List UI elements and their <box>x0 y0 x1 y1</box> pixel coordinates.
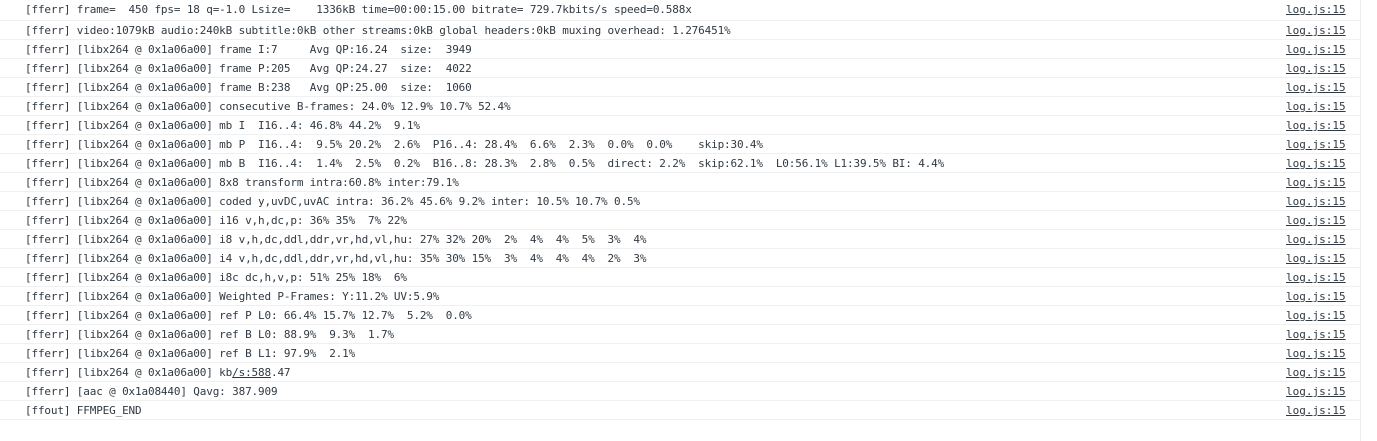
source-link[interactable]: log.js:15 <box>1286 347 1346 360</box>
log-message: [fferr] frame= 450 fps= 18 q=-1.0 Lsize=… <box>25 3 692 16</box>
source-link[interactable]: log.js:15 <box>1286 366 1346 379</box>
source-link[interactable]: log.js:15 <box>1286 404 1346 417</box>
source-link[interactable]: log.js:15 <box>1286 24 1346 37</box>
source-link[interactable]: log.js:15 <box>1286 62 1346 75</box>
log-message-text: .47 <box>270 366 291 379</box>
log-message: [fferr] [libx264 @ 0x1a06a00] i16 v,h,dc… <box>25 214 407 227</box>
console-row: [fferr] [libx264 @ 0x1a06a00] ref B L0: … <box>0 325 1360 344</box>
log-message: [fferr] [libx264 @ 0x1a06a00] i4 v,h,dc,… <box>25 252 647 265</box>
source-link[interactable]: log.js:15 <box>1286 290 1346 303</box>
inline-source-link[interactable]: /s:588 <box>232 366 271 379</box>
console-row: [fferr] [aac @ 0x1a08440] Qavg: 387.909 … <box>0 382 1360 401</box>
console-row: [ffout] FFMPEG_END log.js:15 <box>0 401 1360 420</box>
console-row: [fferr] [libx264 @ 0x1a06a00] frame I:7 … <box>0 40 1360 59</box>
source-link[interactable]: log.js:15 <box>1286 138 1346 151</box>
source-link[interactable]: log.js:15 <box>1286 214 1346 227</box>
source-link[interactable]: log.js:15 <box>1286 3 1346 16</box>
log-message: [fferr] [libx264 @ 0x1a06a00] frame P:20… <box>25 62 472 75</box>
console-row: [fferr] frame= 450 fps= 18 q=-1.0 Lsize=… <box>0 0 1360 21</box>
source-link[interactable]: log.js:15 <box>1286 100 1346 113</box>
source-link[interactable]: log.js:15 <box>1286 309 1346 322</box>
source-link[interactable]: log.js:15 <box>1286 385 1346 398</box>
log-message: [fferr] [libx264 @ 0x1a06a00] Weighted P… <box>25 290 440 303</box>
source-link[interactable]: log.js:15 <box>1286 157 1346 170</box>
source-link[interactable]: log.js:15 <box>1286 119 1346 132</box>
log-message: [fferr] [libx264 @ 0x1a06a00] ref P L0: … <box>25 309 472 322</box>
log-message: [fferr] [libx264 @ 0x1a06a00] i8 v,h,dc,… <box>25 233 647 246</box>
console-row: [fferr] [libx264 @ 0x1a06a00] coded y,uv… <box>0 192 1360 211</box>
source-link[interactable]: log.js:15 <box>1286 252 1346 265</box>
source-link[interactable]: log.js:15 <box>1286 328 1346 341</box>
console-row: [fferr] [libx264 @ 0x1a06a00] kb/s:588.4… <box>0 363 1360 382</box>
console-row: [fferr] [libx264 @ 0x1a06a00] mb P I16..… <box>0 135 1360 154</box>
log-message: [fferr] [libx264 @ 0x1a06a00] frame B:23… <box>25 81 472 94</box>
console-row: [fferr] [libx264 @ 0x1a06a00] frame B:23… <box>0 78 1360 97</box>
log-message: [fferr] [libx264 @ 0x1a06a00] coded y,uv… <box>25 195 640 208</box>
log-message: [fferr] [libx264 @ 0x1a06a00] frame I:7 … <box>25 43 472 56</box>
console-row: [fferr] video:1079kB audio:240kB subtitl… <box>0 21 1360 40</box>
log-message: [fferr] video:1079kB audio:240kB subtitl… <box>25 24 731 37</box>
console-row: [fferr] [libx264 @ 0x1a06a00] Weighted P… <box>0 287 1360 306</box>
console-row: [fferr] [libx264 @ 0x1a06a00] ref B L1: … <box>0 344 1360 363</box>
log-message: [fferr] [aac @ 0x1a08440] Qavg: 387.909 <box>25 385 278 398</box>
console-row: [fferr] [libx264 @ 0x1a06a00] i8 v,h,dc,… <box>0 230 1360 249</box>
console-row: [fferr] [libx264 @ 0x1a06a00] mb I I16..… <box>0 116 1360 135</box>
source-link[interactable]: log.js:15 <box>1286 195 1346 208</box>
log-message: [ffout] FFMPEG_END <box>25 404 142 417</box>
log-message: [fferr] [libx264 @ 0x1a06a00] ref B L0: … <box>25 328 394 341</box>
source-link[interactable]: log.js:15 <box>1286 176 1346 189</box>
source-link[interactable]: log.js:15 <box>1286 271 1346 284</box>
console-row: [fferr] [libx264 @ 0x1a06a00] i4 v,h,dc,… <box>0 249 1360 268</box>
log-message: [fferr] [libx264 @ 0x1a06a00] mb I I16..… <box>25 119 420 132</box>
console-row: [fferr] [libx264 @ 0x1a06a00] consecutiv… <box>0 97 1360 116</box>
log-message: [fferr] [libx264 @ 0x1a06a00] kb/s:588.4… <box>25 363 1260 382</box>
log-message-text: [fferr] [libx264 @ 0x1a06a00] kb <box>25 366 233 379</box>
log-message: [fferr] [libx264 @ 0x1a06a00] i8c dc,h,v… <box>25 271 407 284</box>
console-row: [fferr] [libx264 @ 0x1a06a00] ref P L0: … <box>0 306 1360 325</box>
source-link[interactable]: log.js:15 <box>1286 233 1346 246</box>
console-row: [fferr] [libx264 @ 0x1a06a00] i16 v,h,dc… <box>0 211 1360 230</box>
log-message: [fferr] [libx264 @ 0x1a06a00] mb B I16..… <box>25 157 945 170</box>
source-link[interactable]: log.js:15 <box>1286 43 1346 56</box>
source-link[interactable]: log.js:15 <box>1286 81 1346 94</box>
console-row: [fferr] [libx264 @ 0x1a06a00] frame P:20… <box>0 59 1360 78</box>
vertical-scrollbar[interactable] <box>1360 0 1377 441</box>
log-message: [fferr] [libx264 @ 0x1a06a00] ref B L1: … <box>25 347 356 360</box>
console-row: [fferr] [libx264 @ 0x1a06a00] 8x8 transf… <box>0 173 1360 192</box>
log-message: [fferr] [libx264 @ 0x1a06a00] mb P I16..… <box>25 138 763 151</box>
log-message: [fferr] [libx264 @ 0x1a06a00] 8x8 transf… <box>25 176 459 189</box>
console-row: [fferr] [libx264 @ 0x1a06a00] i8c dc,h,v… <box>0 268 1360 287</box>
console-row: [fferr] [libx264 @ 0x1a06a00] mb B I16..… <box>0 154 1360 173</box>
log-message: [fferr] [libx264 @ 0x1a06a00] consecutiv… <box>25 100 511 113</box>
